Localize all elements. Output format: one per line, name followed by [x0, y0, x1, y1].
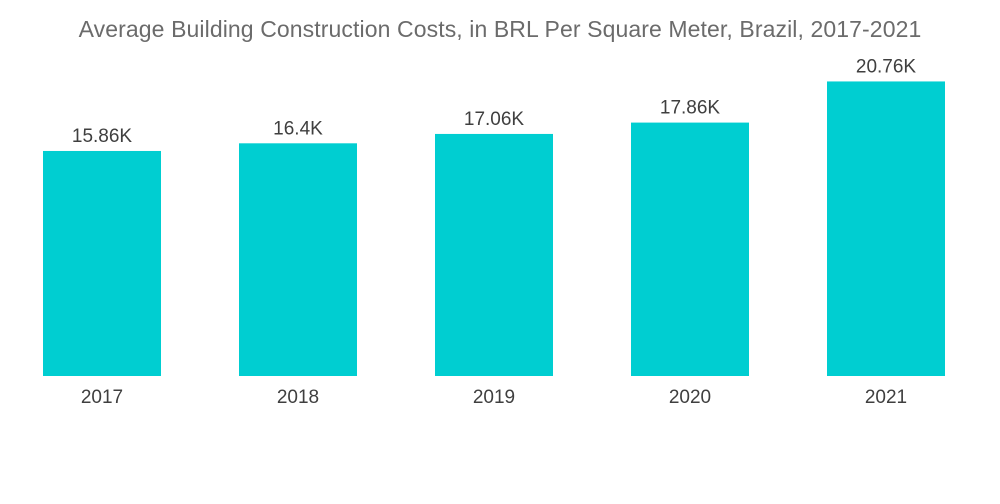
data-label-2020: 17.86K: [660, 98, 721, 119]
x-tick-label-2019: 2019: [473, 387, 515, 408]
data-label-2019: 17.06K: [464, 109, 525, 130]
chart-title: Average Building Construction Costs, in …: [78, 16, 922, 42]
x-tick-label-2018: 2018: [277, 387, 319, 408]
bar-2020: [631, 122, 749, 377]
bar-2018: [239, 143, 357, 376]
bars-group: [43, 81, 945, 377]
bar-2017: [43, 150, 161, 376]
data-labels-group: 15.86K 16.4K 17.06K 17.86K 20.76K: [72, 56, 917, 147]
bar-2021: [827, 81, 945, 376]
x-axis-ticks-group: 2017 2018 2019 2020 2021: [81, 387, 907, 408]
bar-2019: [435, 133, 553, 376]
x-tick-label-2020: 2020: [669, 387, 711, 408]
data-label-2018: 16.4K: [273, 118, 323, 139]
x-tick-label-2017: 2017: [81, 387, 123, 408]
x-tick-label-2021: 2021: [865, 387, 907, 408]
data-label-2021: 20.76K: [856, 56, 917, 77]
data-label-2017: 15.86K: [72, 126, 133, 147]
